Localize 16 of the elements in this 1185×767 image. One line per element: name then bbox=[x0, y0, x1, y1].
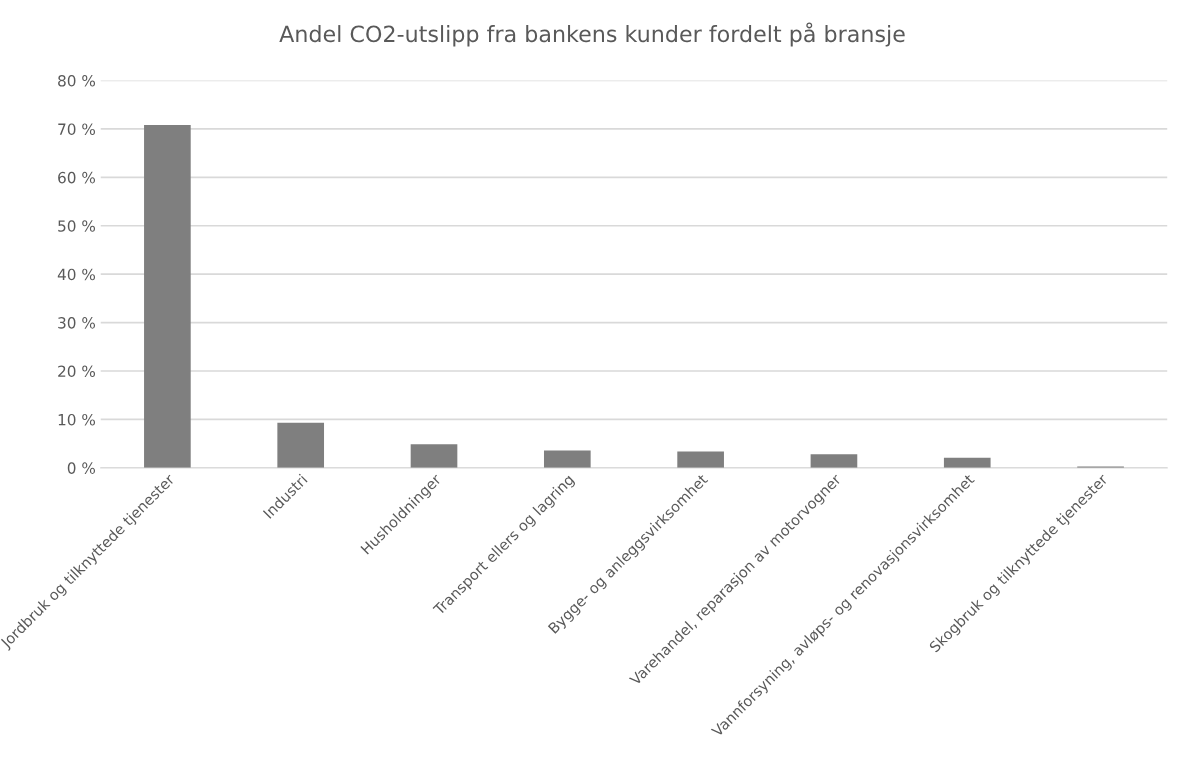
bar bbox=[144, 125, 191, 468]
bar bbox=[410, 444, 458, 468]
bar bbox=[810, 454, 858, 468]
bar bbox=[677, 451, 724, 468]
y-tick-label: 20 % bbox=[58, 365, 96, 378]
y-tick-label: 50 % bbox=[58, 220, 96, 232]
chart-title: Andel CO2-utslipp fra bankens kunder fordelt på bransje bbox=[279, 22, 905, 47]
y-tick-label: 70 % bbox=[58, 123, 96, 135]
y-tick-label: 60 % bbox=[58, 171, 96, 184]
y-tick-label: 0 % bbox=[67, 462, 96, 474]
y-tick-label: 10 % bbox=[58, 413, 96, 426]
bar bbox=[277, 422, 325, 468]
y-tick-label: 30 % bbox=[58, 317, 96, 329]
bar bbox=[543, 450, 591, 468]
y-tick-label: 80 % bbox=[58, 75, 96, 87]
y-tick-label: 40 % bbox=[57, 268, 96, 281]
